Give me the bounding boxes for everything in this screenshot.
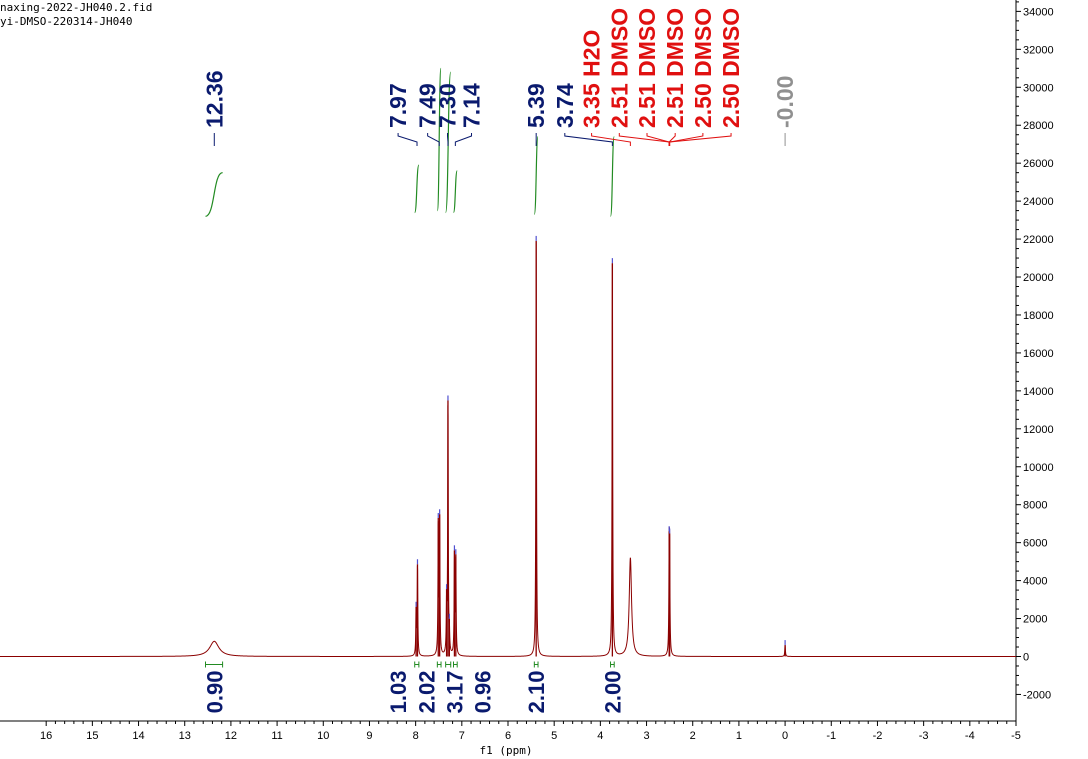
integral-value-label: 2.10 (524, 670, 549, 713)
peak-shift-label: -0.00 (772, 76, 798, 128)
peak-leader-line (669, 133, 732, 146)
peak-leader-line (427, 133, 440, 146)
peak-leader-line (397, 133, 418, 146)
integral-value-label: 2.00 (600, 670, 625, 713)
peak-shift-label: 2.50 DMSO (690, 8, 716, 128)
peak-shift-label: 7.30 (435, 83, 461, 128)
peak-shift-label: 7.49 (415, 83, 441, 128)
y-tick-label: 26000 (1023, 158, 1054, 170)
x-tick-label: 10 (317, 730, 329, 742)
y-tick-label: 2000 (1023, 614, 1047, 626)
x-tick-label: 16 (40, 730, 52, 742)
integral-curve (205, 172, 223, 217)
peak-shift-label: 2.50 DMSO (718, 8, 744, 128)
integral-curves-group (205, 67, 615, 668)
x-tick-label: 4 (597, 730, 603, 742)
peak-shift-label: 2.51 DMSO (662, 8, 688, 128)
y-tick-label: 0 (1023, 651, 1029, 663)
integral-value-label: 3.17 (442, 670, 467, 713)
y-tick-label: 16000 (1023, 348, 1054, 360)
header-filename: naxing-2022-JH040.2.fid (0, 1, 152, 14)
header-sample-id: yi-DMSO-220314-JH040 (0, 15, 132, 28)
integral-curve (436, 67, 442, 212)
y-tick-label: 10000 (1023, 462, 1054, 474)
peak-leader-line (591, 133, 631, 146)
y-tick-label: 20000 (1023, 272, 1054, 284)
x-tick-label: 11 (271, 730, 282, 742)
y-tick-label: -2000 (1023, 689, 1051, 701)
x-tick-label: -1 (826, 730, 836, 742)
peak-shift-label: 3.35 H2O (579, 30, 605, 128)
y-tick-label: 28000 (1023, 120, 1054, 132)
y-tick-label: 8000 (1023, 500, 1047, 512)
peak-shift-label: 7.97 (385, 83, 411, 128)
x-tick-label: 8 (413, 730, 419, 742)
x-tick-label: -4 (965, 730, 975, 742)
y-tick-label: 6000 (1023, 538, 1047, 550)
y-tick-label: 30000 (1023, 82, 1054, 94)
x-tick-label: -5 (1011, 730, 1021, 742)
y-tick-label: 32000 (1023, 44, 1054, 56)
integral-value-label: 2.02 (415, 670, 440, 713)
x-axis-label: f1 (ppm) (480, 744, 533, 757)
y-tick-label: 22000 (1023, 234, 1054, 246)
x-tick-label: -3 (919, 730, 929, 742)
y-tick-label: 34000 (1023, 6, 1054, 18)
peak-labels-group: 0.90 1.03 2.02 3.17 0.96 2.10 2.00 12.36 7.97 7.4… (201, 8, 798, 713)
x-tick-label: 12 (225, 730, 237, 742)
spectrum-group (0, 235, 1016, 657)
integral-curve (414, 164, 420, 214)
y-tick-label: 4000 (1023, 576, 1047, 588)
y-tick-label: 24000 (1023, 196, 1054, 208)
y-tick-label: 18000 (1023, 310, 1054, 322)
integral-curve (609, 136, 615, 217)
x-tick-label: 9 (366, 730, 372, 742)
x-tick-label: 2 (690, 730, 696, 742)
peak-shift-label: 7.14 (459, 83, 485, 128)
x-tick-label: 7 (459, 730, 465, 742)
peak-shift-label: 3.74 (552, 83, 578, 128)
integral-curve (452, 170, 458, 214)
x-tick-label: 5 (551, 730, 557, 742)
integral-value-label: 1.03 (386, 670, 411, 713)
x-tick-label: 13 (179, 730, 191, 742)
x-tick-label: 1 (736, 730, 742, 742)
axes-group: 16 15 14 13 12 11 10 9 8 7 6 5 4 3 2 1 0 -1 -2 -3 -4 -5340003… (0, 0, 1054, 742)
peak-shift-label: 2.51 DMSO (606, 8, 632, 128)
integral-curve (533, 136, 539, 216)
peak-leader-line (564, 133, 613, 146)
y-tick-label: 12000 (1023, 424, 1054, 436)
integral-value-label: 0.90 (202, 670, 227, 713)
x-tick-label: -2 (873, 730, 883, 742)
y-tick-label: 14000 (1023, 386, 1054, 398)
peak-leader-line (454, 133, 473, 146)
spectrum-trace (0, 241, 1016, 657)
peak-shift-label: 12.36 (201, 70, 227, 128)
x-tick-label: 15 (86, 730, 98, 742)
x-tick-label: 3 (643, 730, 649, 742)
x-tick-label: 14 (132, 730, 144, 742)
x-tick-label: 6 (505, 730, 511, 742)
integral-value-label: 0.96 (471, 670, 496, 713)
x-tick-label: 0 (782, 730, 788, 742)
peak-shift-label: 5.39 (523, 83, 549, 128)
peak-shift-label: 2.51 DMSO (634, 8, 660, 128)
